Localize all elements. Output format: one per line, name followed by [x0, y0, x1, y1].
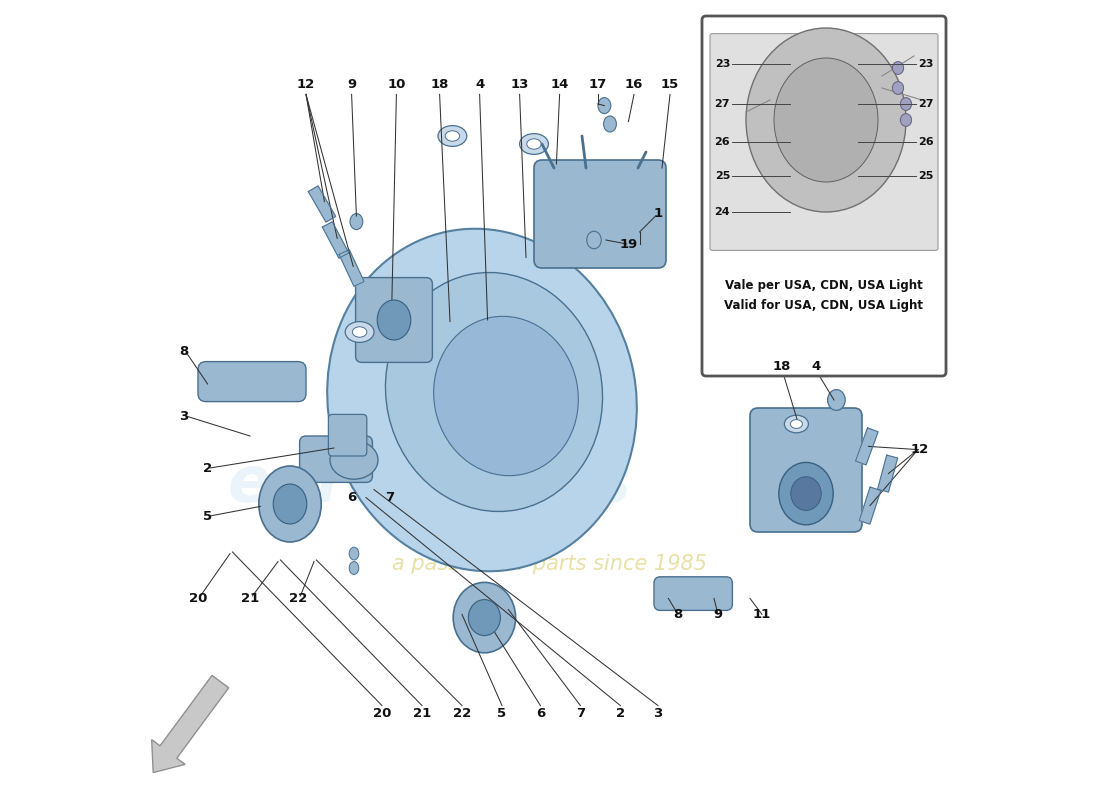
Ellipse shape	[438, 126, 466, 146]
Text: 21: 21	[241, 592, 260, 605]
Text: 5: 5	[497, 707, 507, 720]
Ellipse shape	[779, 462, 833, 525]
FancyBboxPatch shape	[299, 436, 373, 482]
FancyArrow shape	[152, 675, 229, 773]
FancyBboxPatch shape	[702, 16, 946, 376]
Text: 15: 15	[661, 78, 679, 90]
Text: 3: 3	[653, 707, 662, 720]
Text: 19: 19	[619, 238, 638, 250]
Text: 27: 27	[918, 99, 934, 109]
FancyBboxPatch shape	[710, 34, 938, 250]
Ellipse shape	[446, 130, 460, 141]
Ellipse shape	[527, 138, 541, 149]
Ellipse shape	[349, 547, 359, 560]
Ellipse shape	[258, 466, 321, 542]
Text: 1: 1	[653, 207, 662, 220]
Polygon shape	[322, 222, 349, 258]
Ellipse shape	[433, 316, 579, 476]
Ellipse shape	[784, 415, 808, 433]
Text: 27: 27	[715, 99, 730, 109]
Text: 9: 9	[346, 78, 356, 90]
Text: 24: 24	[714, 207, 730, 217]
Text: 22: 22	[289, 592, 307, 605]
Text: 2: 2	[204, 462, 212, 474]
FancyBboxPatch shape	[198, 362, 306, 402]
Ellipse shape	[453, 582, 516, 653]
Ellipse shape	[892, 82, 903, 94]
Polygon shape	[878, 455, 898, 492]
Text: 14: 14	[550, 78, 569, 90]
Text: 23: 23	[715, 59, 730, 69]
Text: 6: 6	[536, 707, 544, 720]
Text: 25: 25	[715, 171, 730, 181]
Ellipse shape	[604, 116, 616, 132]
Text: a passion for parts since 1985: a passion for parts since 1985	[393, 554, 707, 574]
Ellipse shape	[519, 134, 549, 154]
Text: 17: 17	[588, 78, 607, 90]
Ellipse shape	[350, 214, 363, 230]
Ellipse shape	[746, 28, 906, 212]
Text: Vale per USA, CDN, USA Light
Valid for USA, CDN, USA Light: Vale per USA, CDN, USA Light Valid for U…	[725, 279, 924, 313]
Text: 10: 10	[387, 78, 406, 90]
Ellipse shape	[469, 600, 500, 635]
Text: 12: 12	[911, 443, 928, 456]
Text: 13: 13	[510, 78, 529, 90]
Text: 3: 3	[179, 410, 188, 422]
Ellipse shape	[774, 58, 878, 182]
Text: 5: 5	[204, 510, 212, 522]
Polygon shape	[859, 487, 881, 524]
Ellipse shape	[330, 441, 378, 479]
Text: 21: 21	[412, 707, 431, 720]
Ellipse shape	[385, 273, 603, 511]
Text: 9: 9	[714, 608, 723, 621]
Text: 26: 26	[918, 137, 934, 146]
Polygon shape	[856, 428, 878, 465]
Text: 4: 4	[475, 78, 484, 90]
Text: 26: 26	[714, 137, 730, 146]
Polygon shape	[339, 250, 364, 286]
Text: 7: 7	[575, 707, 585, 720]
Text: 11: 11	[752, 608, 771, 621]
Ellipse shape	[349, 562, 359, 574]
Ellipse shape	[377, 300, 410, 340]
FancyBboxPatch shape	[534, 160, 666, 268]
Ellipse shape	[791, 419, 802, 429]
Ellipse shape	[352, 326, 366, 338]
Ellipse shape	[827, 390, 845, 410]
Text: 22: 22	[453, 707, 471, 720]
Ellipse shape	[791, 477, 822, 510]
Text: 18: 18	[773, 360, 791, 373]
FancyBboxPatch shape	[654, 577, 733, 610]
Ellipse shape	[598, 98, 611, 114]
Text: 6: 6	[346, 491, 356, 504]
FancyBboxPatch shape	[355, 278, 432, 362]
Text: 20: 20	[189, 592, 207, 605]
Text: 4: 4	[811, 360, 821, 373]
FancyBboxPatch shape	[329, 414, 366, 456]
Ellipse shape	[345, 322, 374, 342]
Text: 23: 23	[918, 59, 934, 69]
Text: 8: 8	[673, 608, 683, 621]
Text: 8: 8	[179, 346, 188, 358]
Text: 2: 2	[616, 707, 625, 720]
Text: 20: 20	[373, 707, 392, 720]
Ellipse shape	[901, 98, 912, 110]
Ellipse shape	[273, 484, 307, 524]
FancyBboxPatch shape	[750, 408, 862, 532]
Ellipse shape	[586, 231, 602, 249]
Polygon shape	[308, 186, 336, 222]
Text: 18: 18	[430, 78, 449, 90]
Text: 12: 12	[297, 78, 315, 90]
Ellipse shape	[892, 62, 903, 74]
Text: eurospares: eurospares	[228, 453, 632, 515]
Text: 7: 7	[385, 491, 395, 504]
Ellipse shape	[327, 229, 637, 571]
Ellipse shape	[901, 114, 912, 126]
Text: 25: 25	[918, 171, 934, 181]
Text: 16: 16	[625, 78, 644, 90]
